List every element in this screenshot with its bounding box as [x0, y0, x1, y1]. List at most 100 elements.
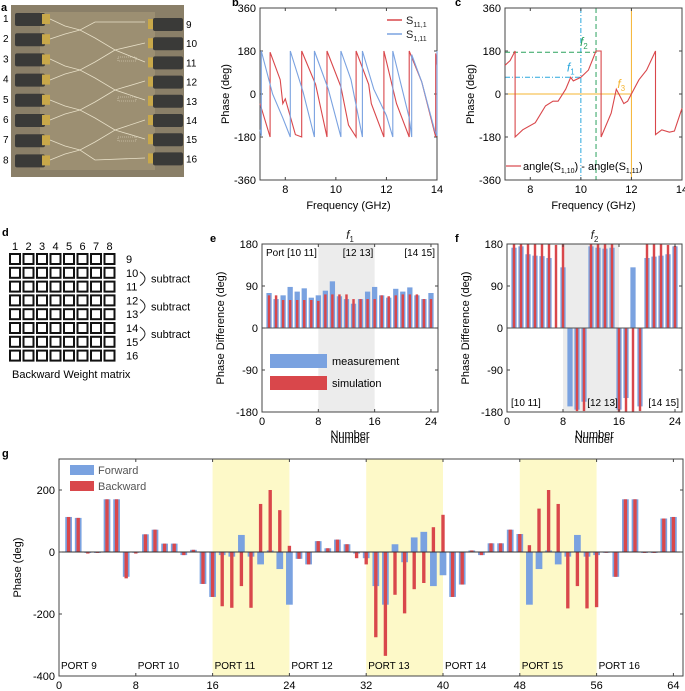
- bar-measurement: [567, 328, 573, 407]
- port-label-right: 14: [186, 116, 198, 127]
- bar-backward: [354, 552, 359, 559]
- matrix-row-label: 16: [126, 351, 138, 363]
- series-line-phase-difference: [504, 50, 683, 139]
- bar-backward: [345, 544, 349, 552]
- bar-forward: [410, 537, 418, 552]
- port-label: PORT 14: [445, 661, 487, 672]
- bar-simulation: [387, 296, 390, 328]
- legend-label: angle(S1,10) - angle(S1,11): [523, 161, 643, 175]
- x-tick-label: 0: [504, 416, 510, 428]
- phase-shifter-meander: [117, 136, 137, 142]
- bar-backward: [297, 552, 301, 559]
- bar-forward: [420, 531, 428, 552]
- matrix-cell: [103, 322, 116, 334]
- connector-left: [15, 13, 45, 26]
- y-tick-label: -200: [33, 609, 55, 621]
- x-axis-label: Number: [330, 429, 369, 441]
- bar-backward: [566, 552, 570, 609]
- bar-simulation: [267, 295, 271, 328]
- x-axis-label: Frequency (GHz): [551, 200, 635, 212]
- subtract-label: subtract: [151, 329, 190, 341]
- bar-simulation: [303, 300, 306, 328]
- bar-backward: [393, 552, 397, 595]
- phase-shifter-meander: [117, 96, 137, 102]
- matrix-column-label: 4: [52, 241, 58, 253]
- x-axis-label-e: Number: [330, 434, 369, 446]
- bar-simulation: [533, 244, 537, 328]
- port-label-left: 4: [3, 75, 9, 86]
- port-label: PORT 12: [291, 661, 333, 672]
- matrix-cell: [63, 322, 75, 334]
- port-label-right: 13: [186, 97, 198, 108]
- y-tick-label: 0: [252, 323, 258, 335]
- bar-backward: [316, 541, 320, 552]
- connector-pin: [148, 19, 156, 29]
- matrix-cell: [63, 294, 75, 307]
- legend-swatch: [270, 376, 327, 390]
- y-tick-label: 360: [238, 3, 256, 15]
- port-label-right: 11: [186, 58, 197, 69]
- port-pair-label: [14 15]: [648, 398, 679, 409]
- bar-simulation: [324, 294, 327, 328]
- matrix-cell: [36, 280, 48, 293]
- x-tick-label: 10: [575, 184, 587, 196]
- matrix-cell: [22, 266, 35, 279]
- port-label-right: 16: [186, 154, 198, 165]
- bar-backward: [278, 510, 282, 552]
- matrix-row-label: 14: [126, 323, 138, 335]
- left-port-labels: 1 2 3 4 5 6 7 8: [3, 14, 9, 166]
- x-tick-label: 8: [315, 416, 321, 428]
- port-label-left: 2: [3, 34, 9, 45]
- bar-backward: [556, 503, 560, 552]
- series-line-s11-1: [259, 50, 438, 139]
- bar-simulation: [596, 244, 600, 328]
- matrix-cell: [103, 349, 116, 362]
- bar-backward: [575, 552, 580, 587]
- bar-forward: [276, 552, 284, 570]
- matrix-cell: [103, 294, 116, 307]
- matrix-column-label: 6: [79, 241, 85, 253]
- matrix-row-label: 13: [126, 309, 138, 321]
- bar-simulation: [575, 328, 579, 412]
- bar-backward: [172, 543, 176, 552]
- chart-b: 8 10 12 14 -360 -180 0 180 360 Frequency (GHz) Pha…: [220, 0, 443, 212]
- panel-letter: e: [210, 233, 216, 245]
- connector-right: [153, 152, 183, 166]
- bar-backward: [364, 552, 368, 565]
- bar-backward: [585, 552, 589, 609]
- bar-simulation: [366, 299, 369, 328]
- matrix-cell: [49, 349, 62, 362]
- bar-backward: [258, 503, 263, 552]
- subtract-brace: [139, 326, 146, 342]
- annotation-label: f3: [617, 77, 625, 93]
- matrix-cell: [103, 266, 116, 279]
- matrix-cell: [103, 308, 116, 321]
- matrix-cell: [90, 308, 102, 321]
- matrix-cell: [90, 322, 102, 334]
- panel-letter: g: [2, 448, 9, 460]
- y-axis-label: Phase (deg): [465, 64, 477, 124]
- port-label-left: 8: [3, 155, 9, 166]
- bar-backward: [191, 549, 196, 552]
- matrix-cell: [90, 335, 102, 348]
- bar-simulation: [610, 244, 614, 328]
- legend-label: S11,1: [406, 15, 427, 29]
- bar-measurement: [630, 267, 636, 328]
- matrix-cell: [36, 349, 48, 362]
- port-label-left: 1: [3, 14, 9, 25]
- bar-simulation: [519, 244, 523, 328]
- matrix-cell: [22, 322, 35, 334]
- matrix-cell: [49, 266, 62, 279]
- connectors: [15, 13, 183, 168]
- bar-backward: [614, 552, 618, 577]
- bar-backward: [153, 529, 157, 552]
- matrix-column-label: 3: [39, 241, 45, 253]
- bar-simulation: [631, 328, 635, 412]
- matrix-cell: [63, 308, 75, 321]
- port-label-right: 9: [186, 20, 192, 31]
- trace: [49, 149, 146, 161]
- bar-simulation: [338, 294, 341, 328]
- y-tick-label: -400: [33, 671, 55, 683]
